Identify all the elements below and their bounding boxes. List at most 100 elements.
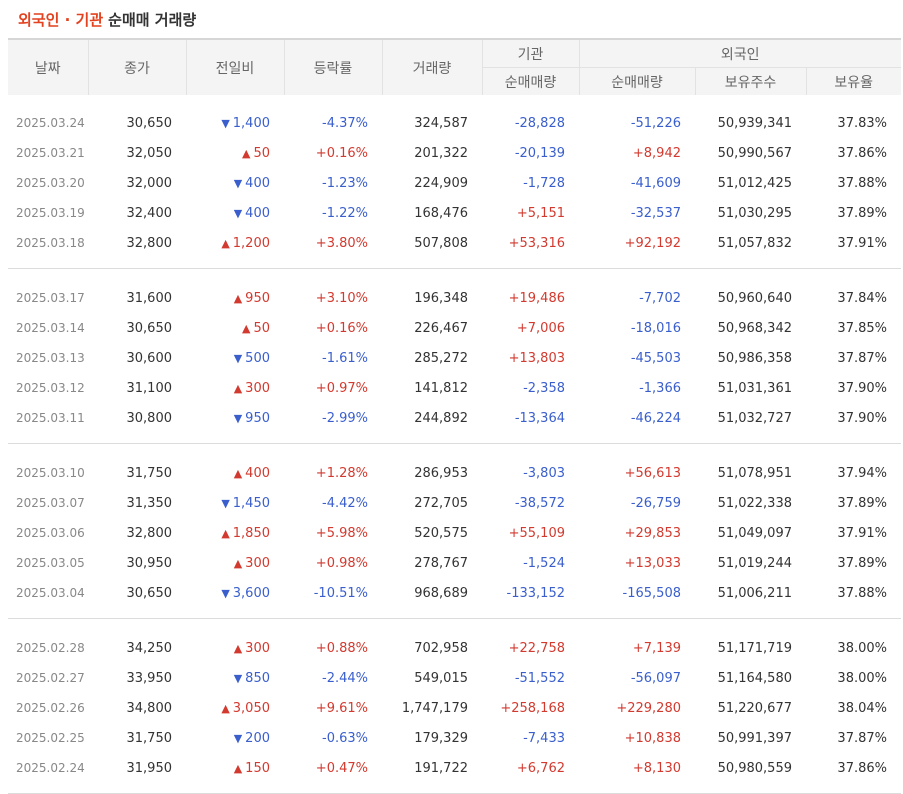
header-date: 날짜: [8, 38, 89, 95]
cell-rate: +9.61%: [315, 700, 368, 716]
cell-volume: 1,747,179: [401, 700, 468, 716]
cell-inst-net: -13,364: [514, 410, 565, 426]
cell-inst-net: -1,728: [523, 175, 565, 191]
cell-volume: 324,587: [414, 115, 468, 131]
cell-inst-net: +19,486: [508, 290, 565, 306]
table-header: 날짜 종가 전일비 등락률 거래량 기관 외국인 순매매량 순매매량 보유주수 …: [8, 38, 901, 95]
cell-foreign-ratio: 37.89%: [837, 495, 887, 511]
up-triangle-icon: ▲: [233, 291, 243, 305]
cell-inst-net: -3,803: [523, 465, 565, 481]
cell-change: ▲ 300: [186, 633, 284, 663]
section-title: 외국인 · 기관 순매매 거래량: [0, 0, 903, 38]
cell-change-value: 3,050: [232, 700, 270, 716]
cell-date: 2025.03.14: [16, 321, 85, 335]
cell-foreign-ratio: 38.00%: [837, 640, 887, 656]
cell-change-value: 1,450: [232, 495, 270, 511]
cell-change: ▼ 200: [186, 723, 284, 753]
cell-rate: -10.51%: [313, 585, 368, 601]
cell-close: 32,050: [126, 145, 173, 161]
trading-table: 날짜 종가 전일비 등락률 거래량 기관 외국인 순매매량 순매매량 보유주수 …: [8, 38, 901, 794]
cell-foreign-holdings: 51,012,425: [717, 175, 792, 191]
group-divider: [8, 258, 901, 269]
cell-change-value: 300: [245, 555, 270, 571]
cell-foreign-ratio: 37.90%: [837, 380, 887, 396]
group-divider: [8, 608, 901, 619]
group-divider: [8, 433, 901, 444]
cell-change: ▲ 3,050: [186, 693, 284, 723]
cell-foreign-holdings: 51,031,361: [717, 380, 792, 396]
header-foreign-ratio: 보유율: [806, 67, 901, 95]
cell-foreign-holdings: 50,980,559: [717, 760, 792, 776]
cell-volume: 168,476: [414, 205, 468, 221]
cell-date: 2025.03.07: [16, 496, 85, 510]
cell-foreign-net: +8,942: [632, 145, 681, 161]
cell-date: 2025.03.04: [16, 586, 85, 600]
cell-inst-net: +258,168: [500, 700, 565, 716]
cell-inst-net: -133,152: [506, 585, 565, 601]
cell-change-value: 3,600: [232, 585, 270, 601]
cell-inst-net: +6,762: [516, 760, 565, 776]
cell-close: 31,750: [126, 730, 173, 746]
cell-foreign-ratio: 37.90%: [837, 410, 887, 426]
cell-change: ▲ 300: [186, 373, 284, 403]
cell-foreign-net: -18,016: [630, 320, 681, 336]
cell-inst-net: +13,803: [508, 350, 565, 366]
cell-foreign-ratio: 37.83%: [837, 115, 887, 131]
cell-date: 2025.03.18: [16, 236, 85, 250]
cell-volume: 244,892: [414, 410, 468, 426]
cell-change-value: 400: [245, 205, 270, 221]
cell-foreign-holdings: 50,990,567: [717, 145, 792, 161]
cell-close: 33,950: [126, 670, 173, 686]
cell-change-value: 50: [253, 320, 270, 336]
cell-foreign-ratio: 37.94%: [837, 465, 887, 481]
table-row: 2025.02.27 33,950 ▼ 850 -2.44% 549,015 -51,552…: [8, 663, 901, 693]
cell-rate: +1.28%: [315, 465, 368, 481]
cell-inst-net: +7,006: [516, 320, 565, 336]
table-row: 2025.03.19 32,400 ▼ 400 -1.22% 168,476 +5,151 -…: [8, 198, 901, 228]
cell-foreign-holdings: 50,960,640: [717, 290, 792, 306]
cell-volume: 201,322: [414, 145, 468, 161]
cell-change: ▲ 50: [186, 313, 284, 343]
cell-foreign-net: +56,613: [624, 465, 681, 481]
header-rate: 등락률: [284, 38, 383, 95]
cell-close: 31,750: [126, 465, 173, 481]
cell-volume: 224,909: [414, 175, 468, 191]
cell-change: ▲ 1,850: [186, 518, 284, 548]
up-triangle-icon: ▲: [221, 236, 230, 250]
cell-foreign-holdings: 51,171,719: [717, 640, 792, 656]
cell-date: 2025.02.25: [16, 731, 85, 745]
table-row: 2025.02.24 31,950 ▲ 150 +0.47% 191,722 +6,762 +…: [8, 753, 901, 783]
cell-close: 32,800: [126, 235, 173, 251]
cell-date: 2025.03.05: [16, 556, 85, 570]
cell-foreign-ratio: 37.91%: [837, 525, 887, 541]
table-row: 2025.03.05 30,950 ▲ 300 +0.98% 278,767 -1,524 +…: [8, 548, 901, 578]
cell-foreign-holdings: 51,049,097: [717, 525, 792, 541]
cell-volume: 549,015: [414, 670, 468, 686]
table-row: 2025.02.25 31,750 ▼ 200 -0.63% 179,329 -7,433 +…: [8, 723, 901, 753]
table-row: 2025.03.13 30,600 ▼ 500 -1.61% 285,272 +13,803…: [8, 343, 901, 373]
cell-foreign-ratio: 37.87%: [837, 350, 887, 366]
cell-change-value: 300: [245, 380, 270, 396]
cell-volume: 179,329: [414, 730, 468, 746]
cell-date: 2025.03.10: [16, 466, 85, 480]
cell-inst-net: -7,433: [523, 730, 565, 746]
down-triangle-icon: ▼: [221, 586, 230, 600]
cell-change: ▲ 400: [186, 458, 284, 488]
cell-foreign-holdings: 51,164,580: [717, 670, 792, 686]
cell-rate: +0.98%: [315, 555, 368, 571]
cell-volume: 226,467: [414, 320, 468, 336]
cell-date: 2025.03.12: [16, 381, 85, 395]
cell-foreign-holdings: 51,006,211: [717, 585, 792, 601]
cell-close: 31,100: [126, 380, 173, 396]
cell-change-value: 200: [245, 730, 270, 746]
cell-date: 2025.02.28: [16, 641, 85, 655]
cell-date: 2025.03.06: [16, 526, 85, 540]
cell-rate: +5.98%: [315, 525, 368, 541]
cell-date: 2025.03.24: [16, 116, 85, 130]
cell-inst-net: -2,358: [523, 380, 565, 396]
cell-rate: +0.97%: [315, 380, 368, 396]
cell-foreign-net: -51,226: [630, 115, 681, 131]
cell-volume: 191,722: [414, 760, 468, 776]
cell-change: ▼ 3,600: [186, 578, 284, 608]
cell-foreign-holdings: 51,019,244: [717, 555, 792, 571]
